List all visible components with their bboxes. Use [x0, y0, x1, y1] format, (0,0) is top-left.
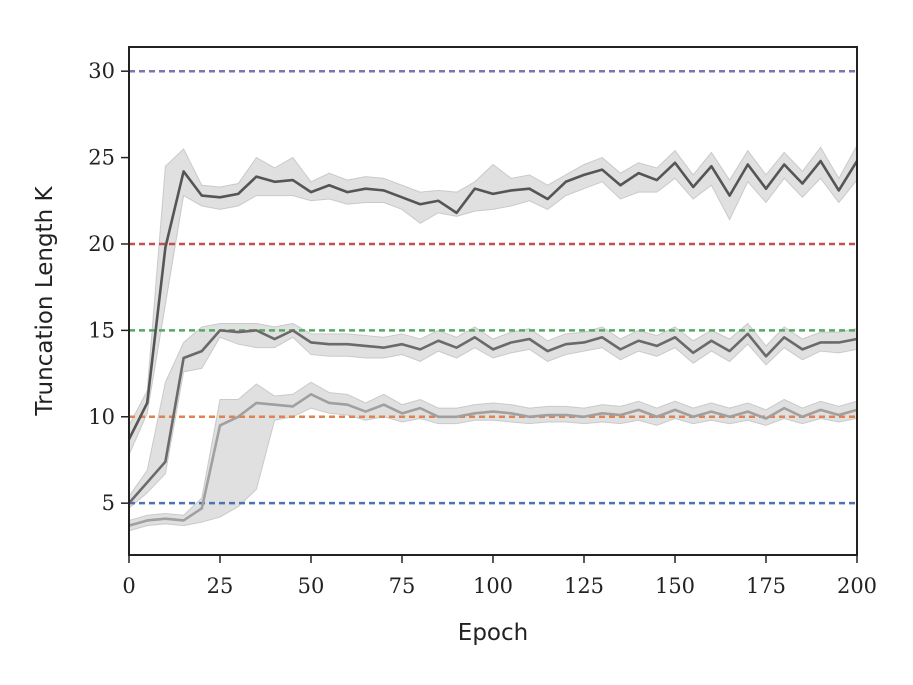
- x-tick-label: 0: [122, 574, 135, 598]
- x-tick-label: 100: [473, 574, 513, 598]
- series-3-band: [128, 381, 858, 532]
- x-axis-label: Epoch: [458, 620, 528, 646]
- x-tick-label: 175: [746, 574, 786, 598]
- x-axis-ticks: 0 25 50 75 100 125 150 175 200: [122, 555, 877, 598]
- x-tick-label: 50: [298, 574, 325, 598]
- y-tick-label: 15: [88, 318, 115, 342]
- y-tick-label: 30: [88, 59, 115, 83]
- x-tick-label: 75: [389, 574, 416, 598]
- series-3-line: [128, 393, 858, 527]
- series-lines: [127, 159, 859, 527]
- reference-lines: [129, 69, 857, 505]
- x-tick-label: 25: [207, 574, 234, 598]
- y-axis-ticks: 5 10 15 20 25 30: [88, 59, 129, 515]
- x-tick-label: 150: [655, 574, 695, 598]
- x-tick-label: 125: [564, 574, 604, 598]
- y-tick-label: 20: [88, 232, 115, 256]
- y-tick-label: 25: [88, 146, 115, 170]
- confidence-bands: [128, 143, 858, 532]
- series-1-line: [127, 159, 859, 440]
- y-tick-label: 5: [102, 491, 115, 515]
- y-axis-label: Truncation Length K: [32, 186, 58, 417]
- y-tick-label: 10: [88, 405, 115, 429]
- x-tick-label: 200: [837, 574, 877, 598]
- plot-frame: [128, 46, 858, 556]
- series-2-line: [128, 329, 858, 505]
